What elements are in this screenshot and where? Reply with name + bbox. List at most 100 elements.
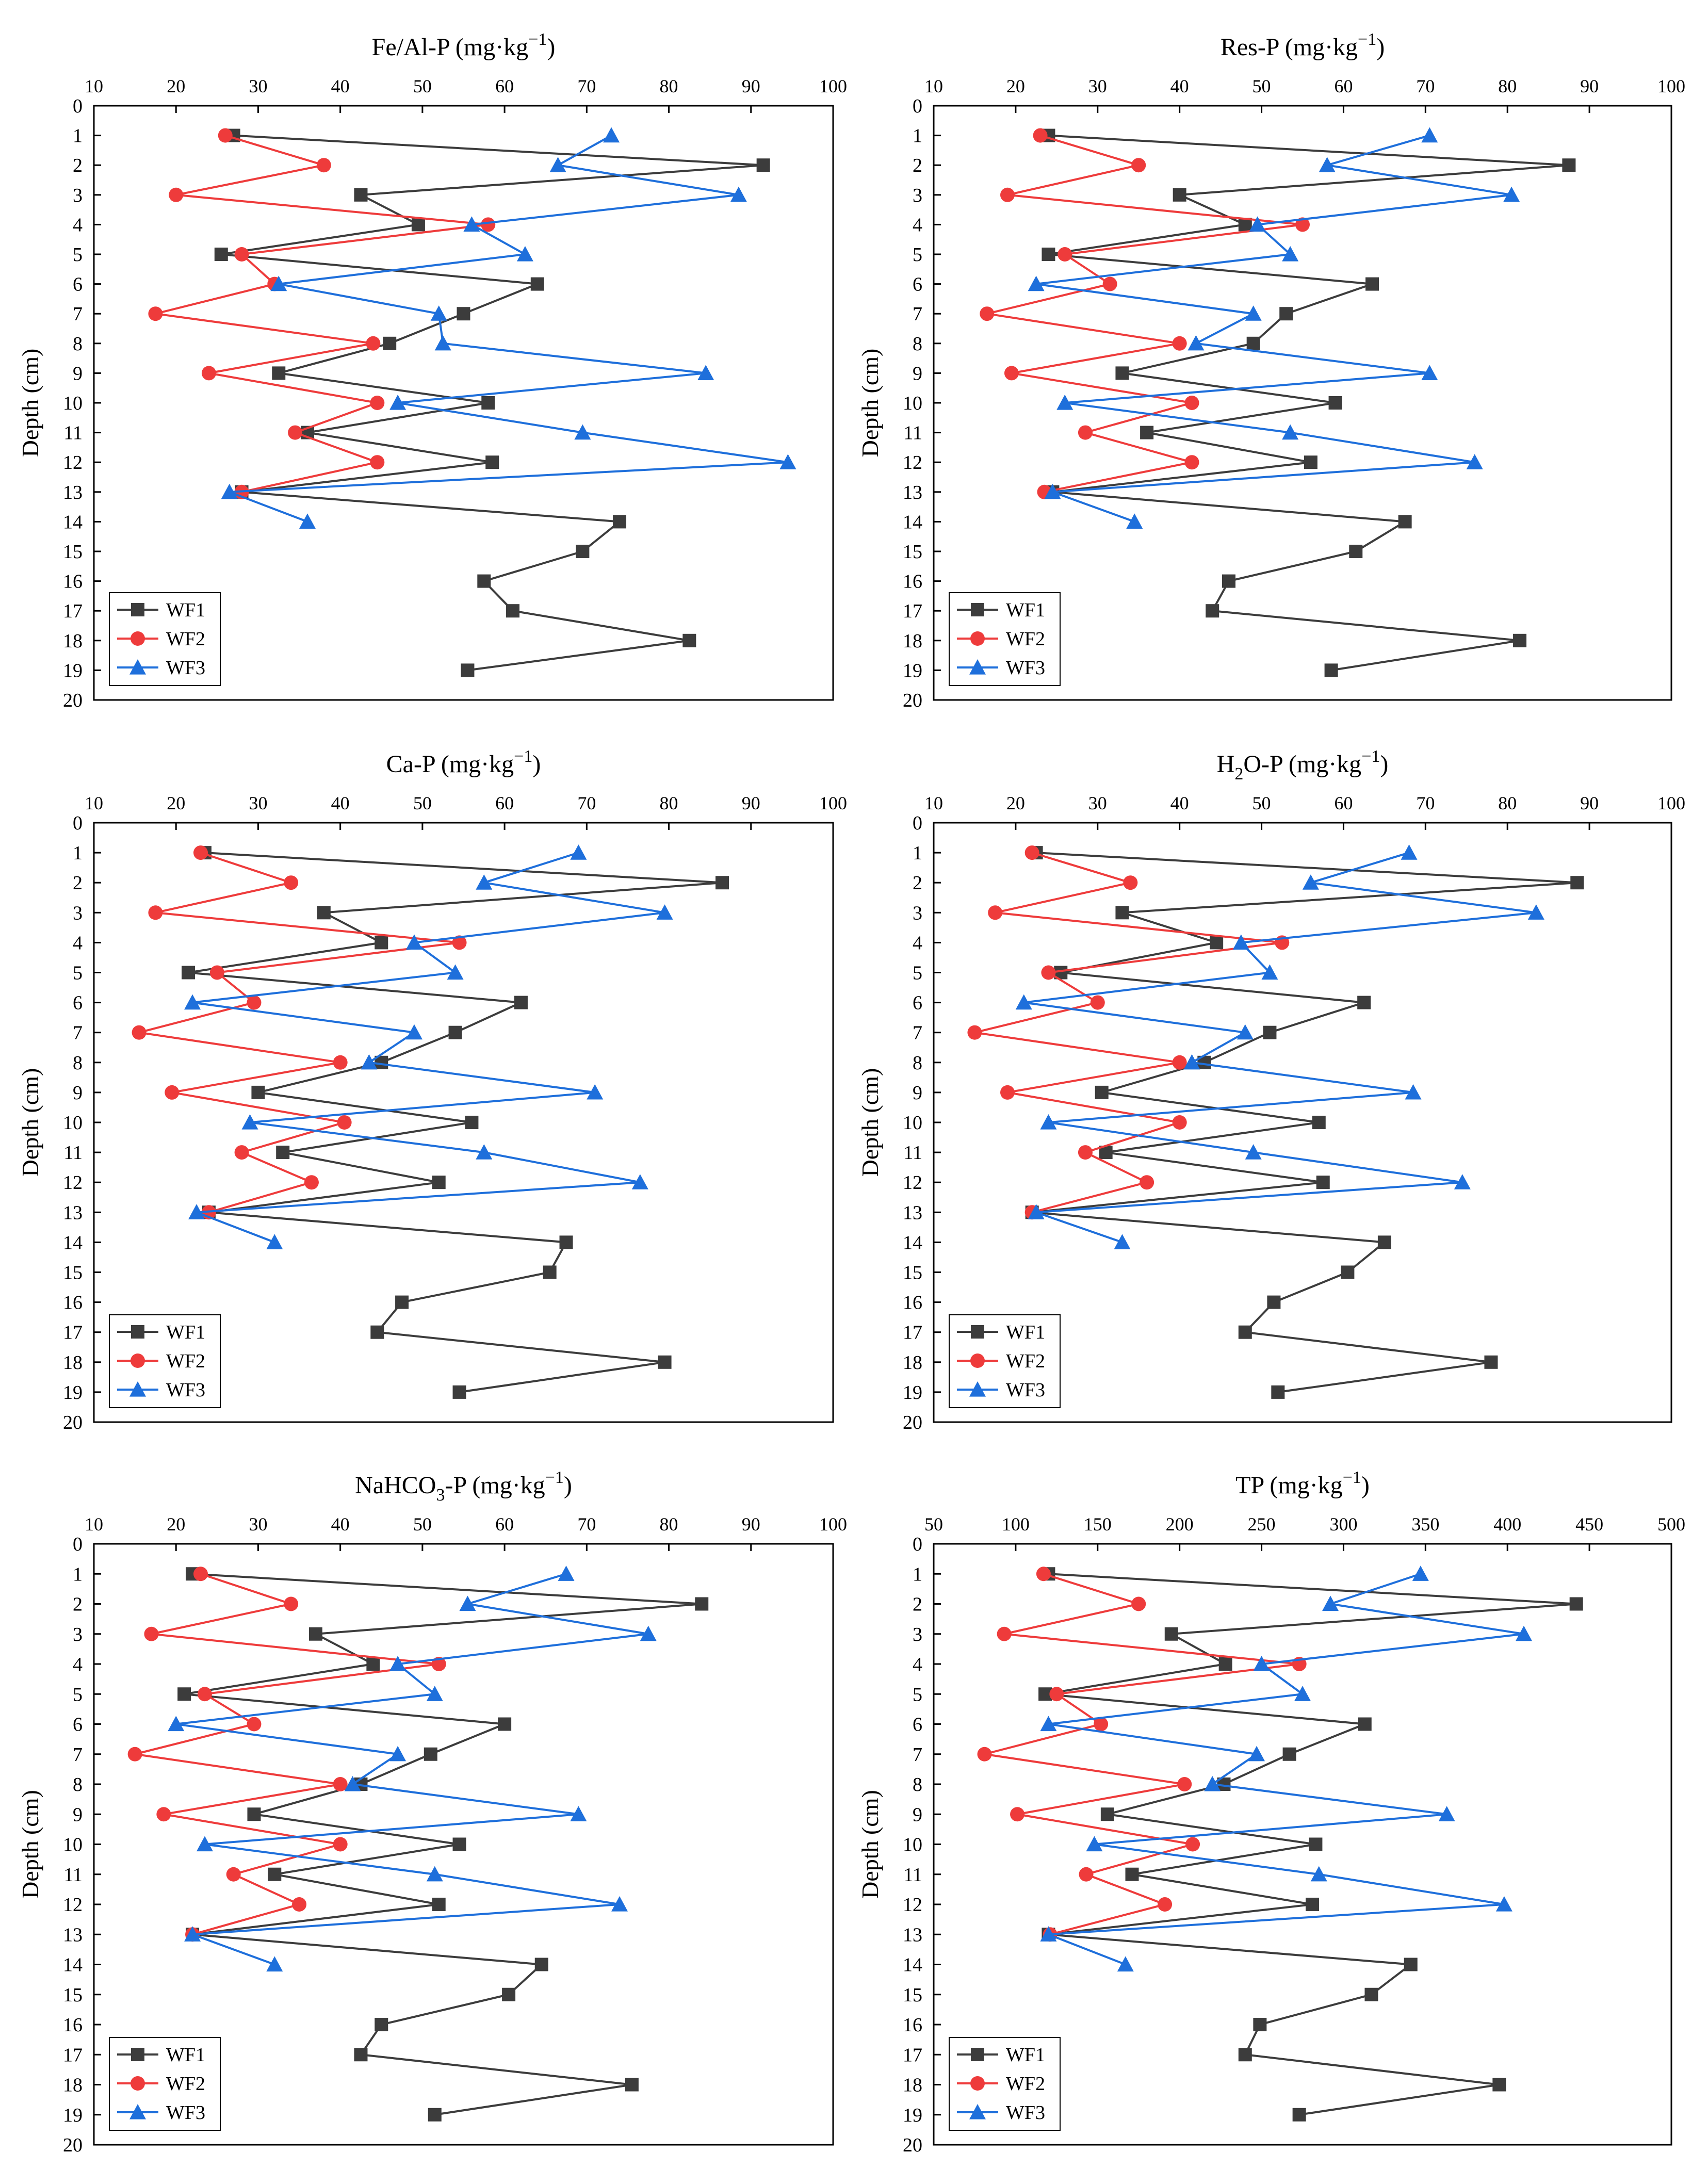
data-point-wf2	[1036, 1567, 1051, 1581]
data-point-wf1	[1306, 1898, 1320, 1911]
data-point-wf2	[234, 247, 249, 262]
x-tick-label: 10	[924, 793, 943, 813]
data-point-wf2	[1185, 1837, 1200, 1852]
data-point-wf3	[361, 1054, 378, 1070]
y-tick-label: 7	[913, 1022, 922, 1044]
y-tick-label: 9	[73, 1804, 83, 1825]
data-point-wf2	[997, 1626, 1012, 1641]
data-point-wf3	[241, 1114, 258, 1130]
y-tick-label: 20	[903, 1412, 922, 1433]
y-tick-label: 14	[903, 1954, 922, 1976]
data-point-wf2	[1131, 1596, 1146, 1611]
legend-marker-wf3	[969, 659, 986, 675]
y-tick-label: 14	[63, 1232, 83, 1253]
x-tick-label: 10	[85, 76, 103, 96]
x-tick-label: 100	[819, 76, 847, 96]
data-point-wf1	[1404, 1958, 1418, 1971]
data-point-wf2	[1094, 1717, 1109, 1732]
legend-label-wf3: WF3	[1006, 2102, 1045, 2124]
y-tick-label: 14	[903, 1232, 922, 1253]
data-point-wf3	[1040, 1114, 1057, 1130]
series-wf1	[182, 846, 729, 1399]
legend-marker-wf3	[129, 1381, 146, 1397]
title-title_close: )	[1380, 751, 1388, 778]
legend-marker-wf2	[131, 631, 145, 646]
data-point-wf1	[432, 1898, 446, 1911]
legend-label-wf3: WF3	[1006, 1379, 1045, 1401]
data-point-wf1	[1316, 1176, 1330, 1189]
x-tick-label: 10	[924, 76, 943, 96]
y-tick-label: 6	[73, 274, 83, 296]
y-axis-label: Depth (cm)	[17, 1068, 43, 1177]
series-line-wf3	[175, 1573, 649, 1966]
data-point-wf3	[1117, 1956, 1134, 1972]
y-tick-label: 7	[73, 1022, 83, 1044]
legend-label-wf3: WF3	[166, 2102, 205, 2124]
data-point-wf3	[1028, 1204, 1045, 1219]
x-tick-label: 40	[331, 793, 350, 813]
data-point-wf3	[1044, 483, 1061, 499]
y-tick-label: 18	[63, 2075, 83, 2096]
x-tick-label: 100	[1002, 1514, 1030, 1535]
y-tick-label: 2	[913, 155, 922, 176]
data-point-wf1	[395, 1295, 409, 1309]
y-tick-label: 11	[903, 1142, 922, 1164]
y-tick-label: 16	[63, 2014, 83, 2036]
y-tick-label: 3	[913, 185, 922, 206]
y-tick-label: 12	[903, 1894, 922, 1916]
data-point-wf3	[1253, 1656, 1270, 1671]
x-tick-label: 10	[85, 1514, 103, 1535]
legend-marker-wf2	[970, 1353, 985, 1368]
y-tick-label: 12	[63, 452, 83, 474]
x-tick-label: 20	[1006, 76, 1025, 96]
legend-label-wf2: WF2	[166, 1350, 205, 1372]
data-point-wf1	[1562, 158, 1576, 172]
data-point-wf2	[1078, 1145, 1093, 1160]
y-tick-label: 6	[73, 992, 83, 1014]
data-point-wf2	[247, 995, 262, 1010]
title-title: Ca-P (mg·kg	[386, 751, 514, 778]
data-point-wf2	[370, 396, 385, 410]
x-tick-label: 100	[1657, 76, 1685, 96]
data-point-wf3	[1248, 1746, 1265, 1762]
data-point-wf3	[1322, 1595, 1339, 1611]
x-tick-label: 30	[1088, 793, 1107, 813]
data-point-wf1	[1484, 1355, 1498, 1369]
chart-title: Ca-P (mg·kg−1)	[386, 747, 541, 778]
y-tick-label: 0	[73, 812, 83, 834]
y-tick-label: 15	[63, 1984, 83, 2006]
y-tick-label: 6	[913, 274, 922, 296]
y-tick-label: 3	[73, 185, 83, 206]
data-point-wf3	[1319, 157, 1336, 172]
y-tick-label: 10	[903, 393, 922, 414]
data-point-wf1	[375, 2018, 388, 2031]
data-point-wf1	[1095, 1085, 1109, 1099]
data-point-wf2	[1158, 1897, 1173, 1912]
title-title_close: )	[1361, 1472, 1370, 1499]
x-tick-label: 20	[167, 793, 185, 813]
series-wf3	[1040, 1565, 1532, 1972]
data-point-wf1	[457, 307, 470, 321]
data-point-wf3	[1188, 335, 1205, 351]
legend-label-wf1: WF1	[1006, 1322, 1045, 1343]
y-tick-label: 0	[73, 95, 83, 117]
data-point-wf2	[218, 128, 233, 143]
data-point-wf2	[209, 965, 224, 980]
series-line-wf1	[184, 1573, 702, 2116]
y-tick-label: 14	[63, 1954, 83, 1976]
data-point-wf2	[1000, 1085, 1015, 1100]
y-tick-label: 9	[913, 1804, 922, 1825]
data-point-wf2	[201, 366, 216, 381]
legend-marker-wf3	[969, 1381, 986, 1397]
data-point-wf3	[1438, 1806, 1455, 1821]
chart-res-p: 10 20 30 40 50 60 70 80 90 1000123456789101112131…	[857, 30, 1685, 711]
y-tick-label: 9	[913, 1082, 922, 1104]
legend-marker-wf2	[970, 2076, 985, 2091]
y-tick-label: 2	[73, 155, 83, 176]
chart-ca-p: 10 20 30 40 50 60 70 80 90 1000123456789101112131…	[17, 747, 847, 1433]
data-point-wf3	[405, 1024, 422, 1040]
data-point-wf3	[1421, 127, 1438, 143]
x-tick-label: 90	[1580, 793, 1599, 813]
title-title_rest: O-P (mg·kg	[1243, 751, 1361, 778]
data-point-wf3	[1114, 1234, 1131, 1249]
